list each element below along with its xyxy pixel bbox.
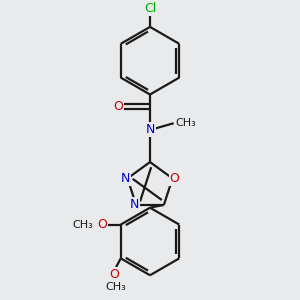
Text: CH₃: CH₃ — [72, 220, 93, 230]
Text: CH₃: CH₃ — [175, 118, 196, 128]
Text: N: N — [129, 198, 139, 212]
Text: O: O — [169, 172, 179, 185]
Text: O: O — [97, 218, 107, 231]
Text: N: N — [145, 124, 155, 136]
Text: N: N — [121, 172, 130, 185]
Text: O: O — [113, 100, 123, 113]
Text: O: O — [109, 268, 119, 281]
Text: CH₃: CH₃ — [105, 282, 126, 292]
Text: Cl: Cl — [144, 2, 156, 15]
